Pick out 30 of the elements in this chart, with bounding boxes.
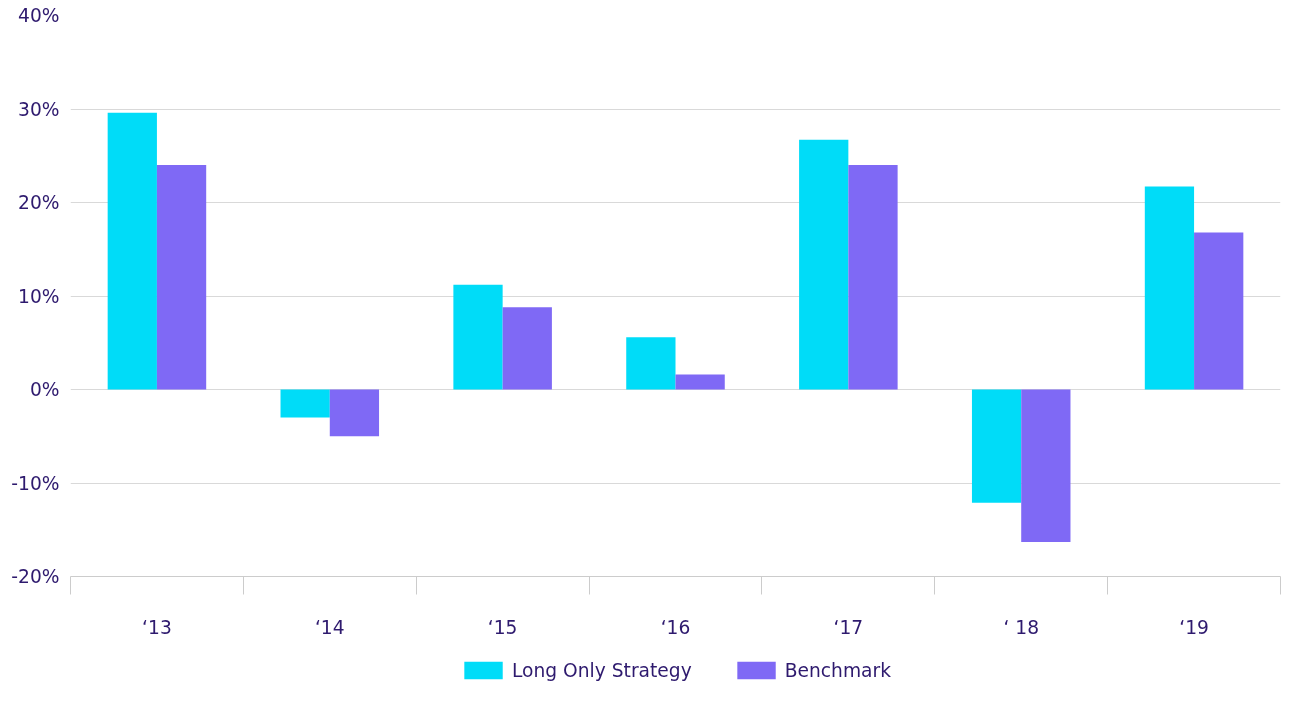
bar (107, 112, 157, 390)
y-tick-label: 0% (29, 379, 60, 400)
x-tick-label: ‘15 (487, 616, 518, 638)
y-tick-label: 40% (18, 5, 60, 26)
bar (1021, 389, 1071, 542)
bar (848, 165, 898, 390)
y-tick-label: 20% (18, 192, 60, 213)
y-tick-label: 10% (18, 285, 60, 307)
bar (626, 337, 676, 390)
x-tick-label: ‘16 (660, 616, 691, 638)
x-tick-label: ‘14 (314, 616, 345, 638)
bar (1144, 186, 1195, 390)
bar (453, 284, 503, 390)
bar (280, 389, 330, 418)
y-tick-label: -20% (11, 566, 60, 587)
legend-label: Long Only Strategy (512, 659, 692, 681)
x-tick-label: ‘ 18 (1003, 616, 1040, 638)
y-tick-label: 30% (18, 98, 60, 120)
bar (502, 307, 552, 390)
x-tick-label: ‘13 (142, 616, 172, 638)
bar (156, 165, 207, 390)
bar (1194, 232, 1244, 390)
bar (799, 139, 849, 390)
legend-label: Benchmark (784, 659, 891, 681)
x-tick-label: ‘19 (1179, 616, 1209, 638)
x-tick-label: ‘17 (833, 616, 864, 638)
y-tick-label: -10% (11, 472, 60, 494)
bar (329, 389, 380, 437)
bar (971, 389, 1022, 503)
bar (675, 374, 725, 390)
